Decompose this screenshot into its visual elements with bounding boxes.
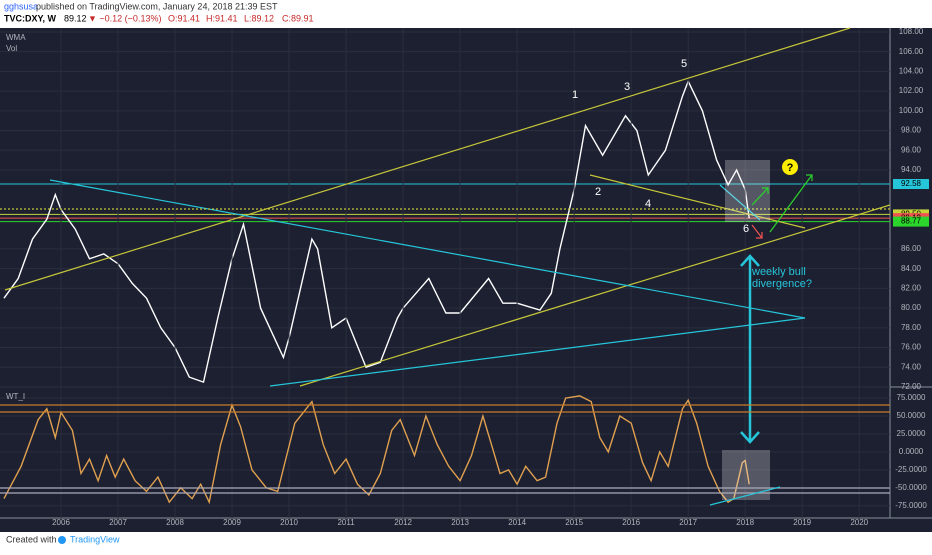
- x-tick-label: 2013: [451, 518, 469, 527]
- y-tick-label: 106.00: [899, 47, 924, 56]
- y-tick-label: 94.00: [901, 165, 922, 174]
- y-tick-label: -50.0000: [895, 483, 927, 492]
- close: C:89.91: [282, 13, 314, 23]
- level-tag: [893, 179, 929, 190]
- wave-label: 1: [572, 89, 578, 101]
- x-tick-label: 2014: [508, 518, 526, 527]
- x-tick-label: 2015: [565, 518, 583, 527]
- y-tick-label: 108.00: [899, 27, 924, 36]
- y-tick-label: 0.0000: [899, 447, 924, 456]
- question-mark: ?: [787, 162, 794, 174]
- x-tick-label: 2010: [280, 518, 298, 527]
- footer-created: Created with: [6, 534, 57, 544]
- author: gghsusa: [4, 1, 38, 11]
- level-tag: [893, 216, 929, 227]
- change: ▼ −0.12 (−0.13%): [88, 13, 161, 23]
- high: H:91.41: [206, 13, 238, 23]
- level-label: 88.77: [901, 217, 922, 226]
- x-tick-label: 2020: [850, 518, 868, 527]
- y-tick-label: 96.00: [901, 145, 922, 154]
- x-tick-label: 2007: [109, 518, 127, 527]
- indicator-label: WMA: [6, 33, 26, 42]
- y-tick-label: 80.00: [901, 303, 922, 312]
- y-tick-label: 102.00: [899, 86, 924, 95]
- y-tick-label: 74.00: [901, 362, 922, 371]
- series-line: [3, 395, 750, 505]
- marks: 108.00 106.00 104.00 102.00 100.00 98.00 96.00…: [0, 27, 929, 527]
- wave-label: 2: [595, 186, 601, 198]
- y-tick-label: 50.0000: [897, 411, 926, 420]
- open: O:91.41: [168, 13, 200, 23]
- y-tick-label: 98.00: [901, 126, 922, 135]
- wave-label: 5: [681, 58, 687, 70]
- y-tick-label: -75.0000: [895, 501, 927, 510]
- y-tick-label: 76.00: [901, 343, 922, 352]
- chart-bg: [0, 28, 932, 532]
- wave-label: 6: [743, 223, 749, 235]
- y-tick-label: 25.0000: [897, 429, 926, 438]
- wave-label: 4: [645, 198, 651, 210]
- x-tick-label: 2017: [679, 518, 697, 527]
- x-tick-label: 2012: [394, 518, 412, 527]
- brand-icon: [58, 536, 66, 544]
- published: published on TradingView.com, January 24…: [36, 1, 278, 11]
- annotation: divergence?: [752, 278, 812, 290]
- low: L:89.12: [244, 13, 274, 23]
- x-tick-label: 2016: [622, 518, 640, 527]
- x-tick-label: 2008: [166, 518, 184, 527]
- pane-title: WT_I: [6, 392, 25, 401]
- drawings: [0, 27, 891, 506]
- indicator-label: Vol: [6, 44, 17, 53]
- wave-label: 3: [624, 81, 630, 93]
- y-tick-label: 100.00: [899, 106, 924, 115]
- y-tick-label: 86.00: [901, 244, 922, 253]
- x-tick-label: 2006: [52, 518, 70, 527]
- y-tick-label: 78.00: [901, 323, 922, 332]
- series-line: [3, 79, 750, 384]
- y-tick-label: 72.00: [901, 382, 922, 391]
- symbol: TVC:DXY, W: [4, 13, 57, 23]
- last: 89.12: [64, 13, 87, 23]
- x-tick-label: 2009: [223, 518, 241, 527]
- level-label: 92.58: [901, 179, 922, 188]
- y-tick-label: 82.00: [901, 283, 922, 292]
- x-tick-label: 2011: [337, 518, 355, 527]
- y-tick-label: 84.00: [901, 264, 922, 273]
- y-tick-label: 75.0000: [897, 393, 926, 402]
- annotation: weekly bull: [751, 266, 806, 278]
- footer-brand: TradingView: [70, 534, 120, 544]
- x-tick-label: 2018: [736, 518, 754, 527]
- y-tick-label: 104.00: [899, 67, 924, 76]
- x-tick-label: 2019: [793, 518, 811, 527]
- y-tick-label: -25.0000: [895, 465, 927, 474]
